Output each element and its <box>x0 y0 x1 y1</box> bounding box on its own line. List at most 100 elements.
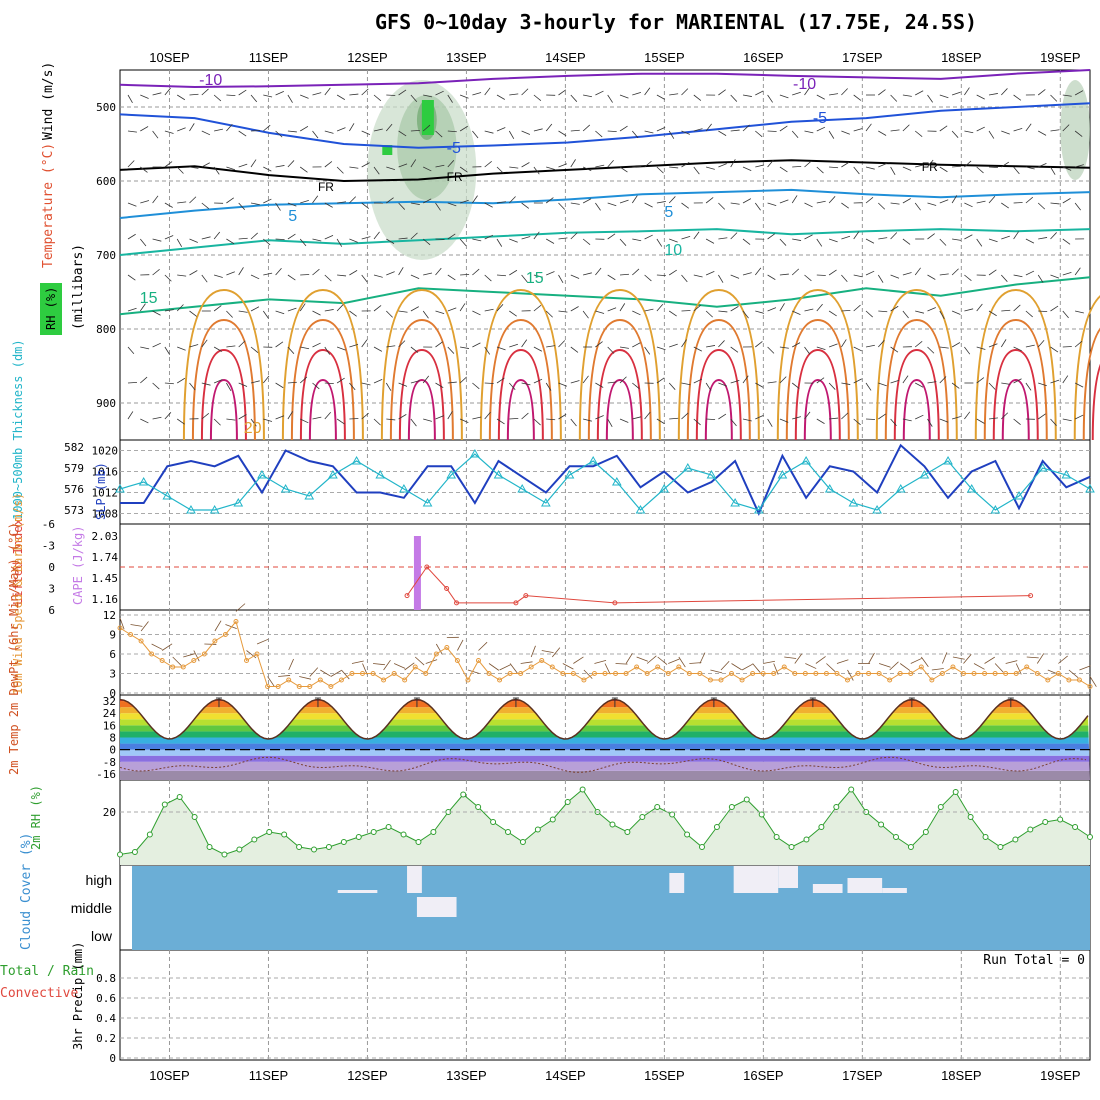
wind-barb <box>755 341 763 348</box>
surface-wind-barb <box>594 660 607 664</box>
wind-barb <box>164 382 174 385</box>
cloud-axis-label: Cloud Cover (%) <box>19 833 34 950</box>
surface-wind-barb <box>341 669 350 680</box>
wind-barb <box>853 128 863 132</box>
precip-ytick: 0.4 <box>96 1012 116 1025</box>
wind-barb <box>373 418 381 426</box>
surface-wind-barb <box>320 669 331 677</box>
wind-barb <box>300 418 309 424</box>
rh-point <box>684 831 691 838</box>
rh-point <box>758 811 765 818</box>
wind-barb <box>730 94 738 102</box>
wind-barb <box>238 202 246 210</box>
contour-label: 20 <box>244 420 262 437</box>
slp-axis-label: SLP (mb) <box>94 462 108 520</box>
thickness-point <box>824 483 835 493</box>
surface-wind-barb <box>299 676 312 680</box>
wind-barb <box>791 195 798 204</box>
wind-barb <box>607 381 617 384</box>
temp-color-band <box>120 737 1090 744</box>
wind-barb <box>226 238 235 245</box>
li-ytick: -3 <box>42 540 55 553</box>
wind-barb <box>767 274 776 280</box>
rh-point <box>490 819 497 825</box>
bottom-day-label: 14SEP <box>545 1068 585 1083</box>
wind-barb <box>841 382 851 385</box>
wind-barb <box>1075 310 1084 314</box>
surface-wind-barb <box>847 669 854 681</box>
wind-barb <box>1050 379 1060 384</box>
wind-barb <box>410 306 419 312</box>
wind-barb <box>521 412 529 420</box>
surface-wind-barb <box>193 650 200 662</box>
wind-barb <box>349 93 359 96</box>
wind-barb <box>939 310 945 319</box>
ua-ytick: 800 <box>96 323 116 336</box>
wind-barb <box>349 166 359 169</box>
rh-point <box>669 811 676 818</box>
wind-barb <box>767 233 776 240</box>
wind-barb <box>1050 94 1058 102</box>
wind-barb <box>410 418 417 427</box>
wind-barb <box>250 306 260 312</box>
wind-barb <box>951 416 961 420</box>
surface-wind-barb <box>488 663 500 671</box>
wind-barb <box>386 166 396 171</box>
wind-barb <box>1038 162 1047 168</box>
wind-barb <box>865 310 873 318</box>
thickness-point <box>257 469 267 479</box>
temp-line <box>119 698 1089 740</box>
wind-barb <box>1050 274 1060 279</box>
surface-wind-barb <box>214 620 222 632</box>
wind-barb <box>324 161 333 168</box>
wind-barb <box>631 130 639 139</box>
wind-barb <box>656 201 666 204</box>
wind-barb <box>337 274 347 277</box>
wind-barb <box>435 267 442 276</box>
wind-barb <box>742 272 752 276</box>
surface-temp-contour <box>974 288 1057 441</box>
thickness-point <box>588 455 599 465</box>
wind-barb <box>927 381 937 384</box>
surface-wind-barb <box>373 663 386 666</box>
wind-point <box>454 658 460 663</box>
surface-wind-barb <box>689 662 702 664</box>
wind-barb <box>509 343 518 348</box>
wind-barb <box>275 238 285 241</box>
surface-wind-barb <box>815 656 826 664</box>
bottom-day-label: 11SEP <box>249 1068 289 1083</box>
wind-barb <box>1062 166 1072 171</box>
wind-barb <box>964 274 972 281</box>
wind-barb <box>816 166 824 174</box>
surface-wind-barb <box>942 652 948 664</box>
bottom-day-label: 13SEP <box>446 1068 486 1083</box>
wind-barb <box>718 382 727 387</box>
wind-barb <box>140 418 149 424</box>
cape-ytick: 2.03 <box>92 530 119 543</box>
cape-ytick: 1.16 <box>92 593 119 606</box>
wind-barb <box>570 380 580 384</box>
wind-barb <box>1062 124 1070 132</box>
wind-barb <box>164 202 173 208</box>
rh-area <box>120 789 1090 865</box>
wind-barb <box>447 233 456 240</box>
wind-point <box>634 664 640 670</box>
wind-barb <box>533 378 543 384</box>
wind-point <box>328 684 334 689</box>
wind-barb <box>1025 310 1033 318</box>
wind-barb <box>804 234 813 240</box>
surface-temp-contour <box>803 378 832 441</box>
wind-barb <box>361 162 370 168</box>
wind-barb <box>853 94 862 101</box>
wind-barb <box>226 123 233 132</box>
wind-barb <box>927 159 934 168</box>
wind-barb <box>127 160 135 168</box>
wind-barb <box>681 235 691 240</box>
wind-barb <box>177 201 187 204</box>
surface-wind-barb <box>551 647 561 658</box>
bottom-day-label: 18SEP <box>941 1068 981 1083</box>
wind-barb <box>484 308 494 312</box>
wind-barb <box>410 380 420 384</box>
wind-barb <box>742 418 752 422</box>
thickness-point <box>351 455 362 465</box>
